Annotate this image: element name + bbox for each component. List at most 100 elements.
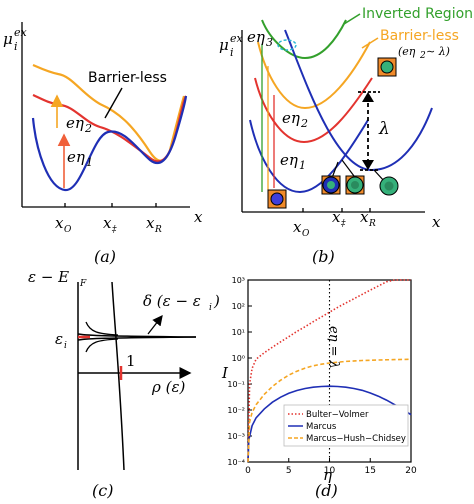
panel-b-tick-sub-xr: R	[368, 219, 376, 229]
y-tick-label: 10⁻¹	[227, 380, 245, 389]
panel-b-barrier-label: Barrier-less	[380, 28, 459, 44]
panel-b-tick-label-xd: x	[332, 208, 341, 226]
panel-a-tick-label-xo: x	[55, 214, 64, 232]
panel-b-y-label: μ	[219, 36, 229, 54]
y-tick-label: 10⁻²	[227, 406, 245, 415]
panel-a-y-sup: ex	[14, 26, 28, 39]
y-tick-label: 10³	[232, 276, 245, 285]
panel-d: 10⁻⁴ 10⁻³ 10⁻² 10⁻¹ 10⁰ 10¹ 10² 10³ 0 5 10 15 20 eη…	[221, 276, 417, 500]
panel-b-y-sub: i	[230, 46, 234, 59]
panel-a-barrier-label: Barrier-less	[88, 70, 167, 86]
panel-b-tick-label-xr: x	[360, 208, 369, 226]
panel-a-blue-curve	[31, 95, 188, 192]
panel-c-eps-label: ε	[55, 330, 63, 348]
panel-c-one-label: 1	[126, 352, 136, 370]
panel-a-barrier-pointer	[104, 87, 123, 119]
panel-d-caption: (d)	[315, 481, 338, 500]
panel-b-ball-3	[379, 176, 399, 196]
legend-label-mhc: Marcus−Hush−Chidsey	[306, 434, 406, 444]
y-tick-label: 10¹	[232, 328, 245, 337]
panel-d-y-label: I	[221, 364, 229, 382]
panel-c: ε − E F δ (ε − ε i ) ε i 1 ρ (ε) (c)	[28, 268, 220, 500]
x-tick-label: 0	[245, 466, 251, 476]
panel-c-delta-sub: i	[209, 303, 212, 313]
x-tick-label: 10	[324, 466, 336, 476]
panel-c-delta-flare-bottom	[85, 338, 119, 353]
panel-a-eta2-label: eη	[66, 114, 84, 132]
panel-b-lambda-label: λ	[378, 119, 390, 139]
panel-c-eps-sub: i	[64, 341, 67, 351]
panel-c-delta-pointer	[147, 314, 163, 335]
panel-b-eta1-sub: 1	[299, 159, 306, 172]
panel-b-inverted-label: Inverted Region	[362, 6, 473, 22]
panel-b-tick-label-xo: x	[293, 218, 302, 236]
panel-c-delta-label: δ (ε − ε	[143, 292, 201, 310]
panel-b-tick-sub-xo: O	[302, 229, 310, 239]
panel-b-eta3-sub: 3	[266, 36, 273, 49]
panel-c-rho-label: ρ (ε)	[151, 378, 185, 396]
y-tick-label: 10⁻³	[227, 432, 245, 441]
panel-b-eta2-label: eη	[282, 109, 300, 127]
panel-a-tick-sub-xo: O	[64, 225, 72, 235]
panel-a-tick-label-xr: x	[146, 214, 155, 232]
panel-a-x-label: x	[194, 208, 203, 226]
series-line-1	[247, 385, 412, 463]
panel-b-condition-label: (eη	[398, 45, 416, 58]
panel-b-orange-parabola	[257, 41, 371, 110]
panel-b-x-label: x	[432, 213, 441, 231]
panel-b-barrier-pointer	[361, 37, 379, 49]
y-tick-label: 10⁻⁴	[227, 458, 245, 467]
panel-b-condition-rest: ∼ λ)	[426, 45, 450, 58]
panel-b-ball-2	[345, 175, 365, 195]
panel-a-eta1-sub: 1	[86, 156, 93, 169]
panel-c-y-label: ε − E	[28, 268, 69, 286]
panel-a-y-sub: i	[14, 40, 18, 53]
panel-b-tick-sub-xd: ‡	[340, 219, 346, 229]
panel-b-product-parabola	[284, 29, 433, 172]
panel-a: μ ex i x x O x ‡ x R eη 2 eη 1 Barrier-l…	[3, 22, 203, 266]
panel-a-tick-sub-xd: ‡	[111, 225, 117, 235]
panel-b-blue-parabola	[249, 119, 369, 194]
panel-c-delta-flare-top	[85, 321, 119, 336]
panel-b-eta3-label: eη	[247, 28, 265, 46]
panel-d-legend: Bulter−Volmer Marcus Marcus−Hush−Chidsey	[283, 404, 409, 447]
panel-b-condition-sub: 2	[419, 51, 426, 61]
panel-b-ball-1	[321, 175, 341, 195]
panel-b: μ ex i x x O x ‡ x R λ	[219, 6, 473, 266]
legend-label-marcus: Marcus	[306, 422, 337, 432]
panel-c-delta-lower	[77, 336, 197, 341]
panel-b-top-box	[377, 57, 397, 77]
panel-b-pointer-2	[341, 159, 355, 177]
panel-b-pointer-1	[331, 161, 339, 179]
series-line-0	[247, 279, 411, 463]
y-tick-label: 10²	[232, 302, 245, 311]
panel-a-eta1-label: eη	[67, 148, 85, 166]
panel-c-caption: (c)	[92, 481, 113, 500]
panel-b-lambda-arrow-bottom	[362, 160, 374, 170]
panel-a-tick-label-xd: x	[103, 214, 112, 232]
panel-a-eta2-sub: 2	[84, 122, 92, 135]
panel-c-fermi-curve	[111, 281, 125, 471]
panel-b-crossing-highlight	[277, 39, 297, 51]
panel-b-lambda-arrow-top	[362, 92, 374, 102]
panel-d-line-label: eη = λ	[326, 326, 341, 369]
panel-b-inverted-pointer	[343, 13, 361, 25]
panel-c-y-sub: F	[79, 279, 87, 289]
panel-a-y-label: μ	[3, 30, 13, 48]
panel-b-eta1-label: eη	[280, 151, 298, 169]
panel-a-caption: (a)	[94, 247, 116, 266]
x-tick-label: 20	[405, 466, 417, 476]
panel-b-eta2-sub: 2	[300, 117, 308, 130]
panel-b-y-sup: ex	[230, 32, 244, 45]
panel-a-red-curve	[32, 93, 187, 163]
panel-d-y-ticks: 10⁻⁴ 10⁻³ 10⁻² 10⁻¹ 10⁰ 10¹ 10² 10³	[227, 276, 252, 467]
panel-b-red-parabola	[254, 77, 373, 144]
y-tick-label: 10⁰	[232, 354, 245, 363]
x-tick-label: 5	[286, 466, 292, 476]
panel-d-x-label: η	[323, 466, 332, 484]
panel-b-green-parabola	[261, 19, 347, 60]
legend-label-bv: Bulter−Volmer	[306, 410, 369, 420]
panel-c-delta-close: )	[213, 292, 220, 310]
panel-b-reactant-box	[267, 189, 287, 209]
